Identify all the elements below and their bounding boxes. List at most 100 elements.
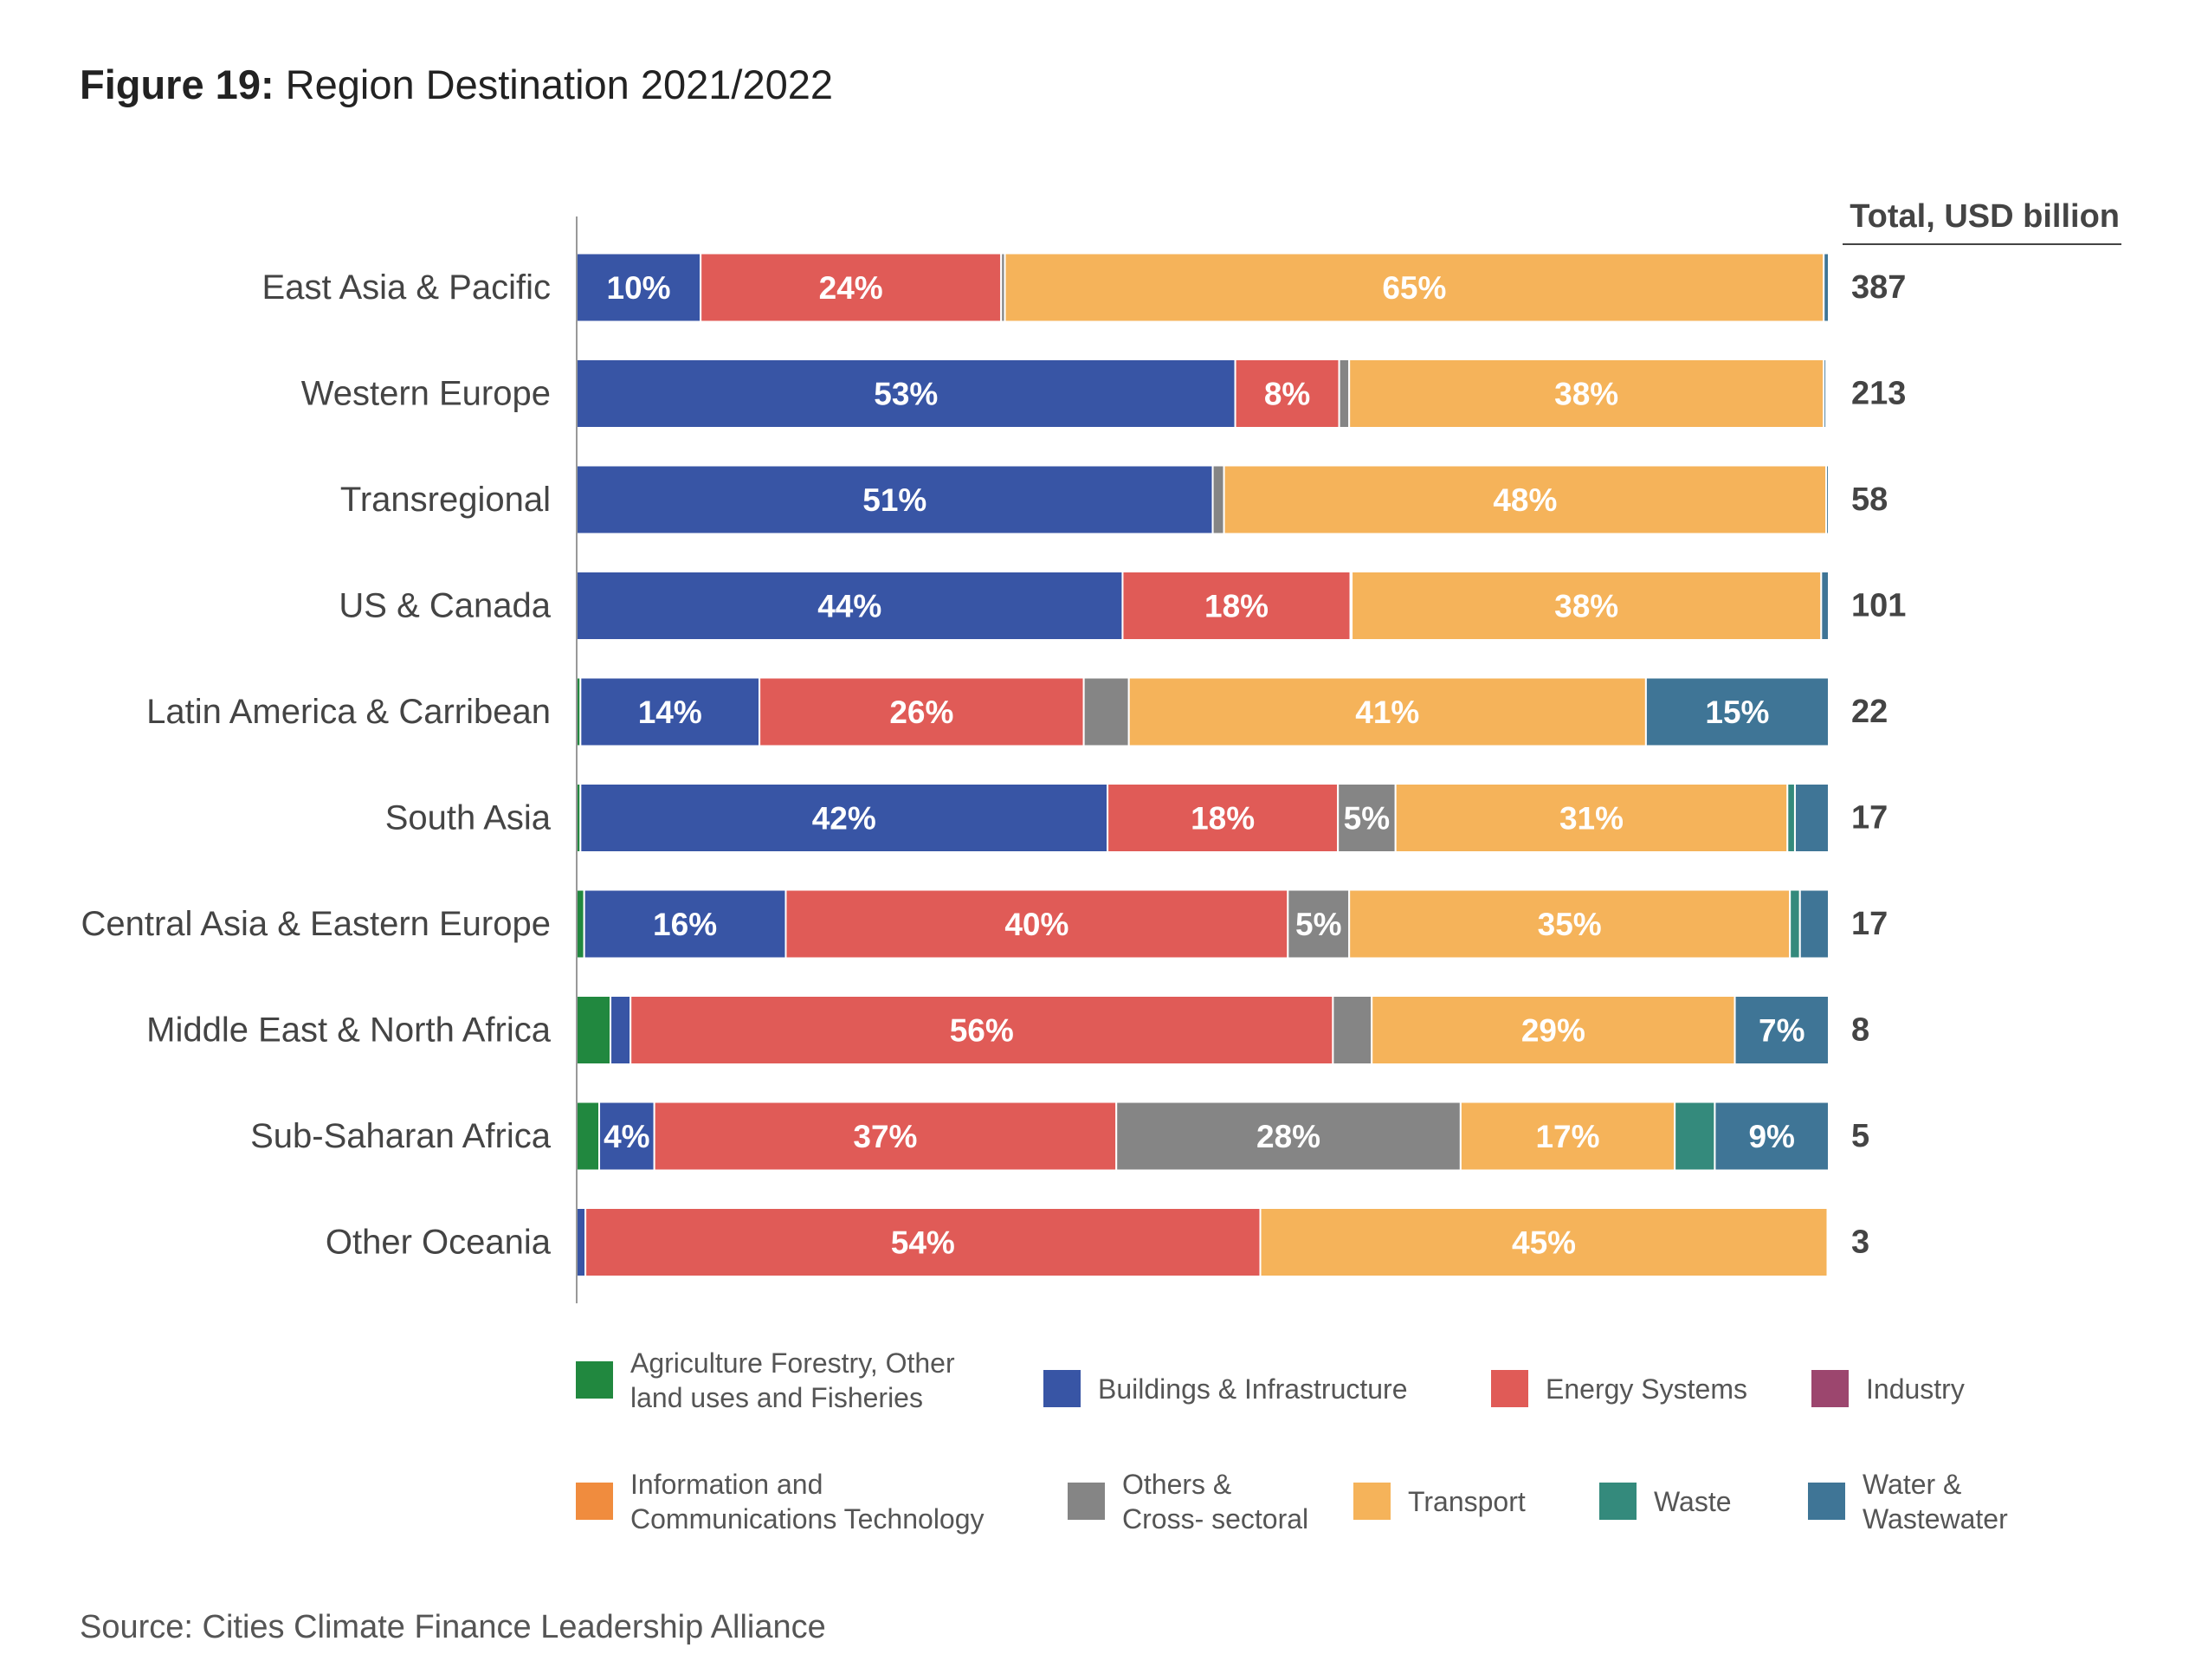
data-label-western-europe-transport: 38%: [1554, 377, 1618, 412]
legend-label-line: Agriculture Forestry, Other: [630, 1347, 955, 1379]
bar-segment-central-asia-eastern-europe-waste: [1789, 888, 1801, 960]
legend-label-line: Cross- sectoral: [1122, 1503, 1309, 1535]
data-label-middle-east-north-africa-transport: 29%: [1521, 1013, 1585, 1049]
data-label-western-europe-buildings: 53%: [874, 377, 938, 412]
category-label-central-asia-eastern-europe: Central Asia & Eastern Europe: [81, 905, 551, 943]
bar-segment-south-asia-transport: [1394, 783, 1789, 853]
legend-label-waste: Waste: [1654, 1484, 1732, 1519]
legend-swatch-agriculture: [576, 1361, 613, 1399]
data-label-east-asia-pacific-buildings: 10%: [607, 270, 671, 306]
bar-segment-transregional-others: [1211, 464, 1225, 535]
data-label-sub-saharan-africa-others: 28%: [1256, 1119, 1320, 1154]
legend-label-industry: Industry: [1866, 1372, 1965, 1406]
category-label-latin-america-carribean: Latin America & Carribean: [146, 693, 551, 731]
bar-segment-south-asia-waste: [1786, 783, 1796, 853]
bar-segment-central-asia-eastern-europe-buildings: [583, 888, 787, 960]
bar-segment-middle-east-north-africa-energy: [629, 995, 1334, 1065]
category-label-us-canada: US & Canada: [339, 587, 551, 625]
total-value-other-oceania: 3: [1851, 1224, 1869, 1261]
legend-swatch-others: [1068, 1483, 1105, 1520]
bar-segment-other-oceania-transport: [1259, 1207, 1829, 1277]
data-label-other-oceania-energy: 54%: [891, 1225, 955, 1261]
legend-label-energy: Energy Systems: [1546, 1372, 1747, 1406]
data-label-sub-saharan-africa-water: 9%: [1748, 1119, 1794, 1154]
bar-segment-transregional-transport: [1223, 464, 1828, 535]
bar-segment-middle-east-north-africa-others: [1332, 995, 1373, 1065]
legend-label-line: Others &: [1122, 1469, 1232, 1500]
legend-swatch-energy: [1491, 1370, 1528, 1407]
data-label-latin-america-carribean-buildings: 14%: [638, 695, 702, 730]
total-value-transregional: 58: [1851, 481, 1888, 518]
total-value-us-canada: 101: [1851, 588, 1906, 624]
bar-segment-latin-america-carribean-energy: [759, 676, 1085, 747]
bar-segment-central-asia-eastern-europe-agriculture: [576, 888, 585, 960]
data-label-western-europe-energy: 8%: [1264, 377, 1310, 412]
title-text: Region Destination 2021/2022: [274, 61, 834, 107]
data-label-other-oceania-transport: 45%: [1512, 1225, 1576, 1261]
legend-swatch-water: [1808, 1483, 1845, 1520]
data-label-latin-america-carribean-energy: 26%: [889, 695, 953, 730]
data-label-sub-saharan-africa-energy: 37%: [853, 1119, 917, 1154]
bar-segment-latin-america-carribean-water: [1644, 676, 1830, 747]
bar-segment-sub-saharan-africa-others: [1115, 1101, 1462, 1172]
data-label-south-asia-buildings: 42%: [812, 801, 876, 837]
data-label-middle-east-north-africa-energy: 56%: [950, 1013, 1014, 1049]
bar-segment-sub-saharan-africa-energy: [653, 1101, 1118, 1172]
bar-segment-us-canada-energy: [1121, 571, 1352, 641]
legend-label-buildings: Buildings & Infrastructure: [1098, 1372, 1408, 1406]
category-label-sub-saharan-africa: Sub-Saharan Africa: [250, 1117, 552, 1155]
data-label-south-asia-transport: 31%: [1559, 801, 1624, 837]
bar-segment-east-asia-pacific-transport: [1004, 252, 1825, 323]
total-value-middle-east-north-africa: 8: [1851, 1012, 1869, 1049]
legend-label-others: Others & Cross- sectoral: [1122, 1467, 1308, 1536]
bar-segment-sub-saharan-africa-water: [1714, 1101, 1830, 1172]
legend-label-line: Water &: [1863, 1469, 1962, 1500]
total-value-central-asia-eastern-europe: 17: [1851, 906, 1888, 942]
bar-segment-other-oceania-water: [1826, 1207, 1830, 1277]
category-label-other-oceania: Other Oceania: [326, 1224, 552, 1262]
bar-segment-middle-east-north-africa-agriculture: [576, 995, 612, 1065]
total-value-latin-america-carribean: 22: [1851, 694, 1888, 730]
bar-segment-western-europe-others: [1338, 359, 1351, 429]
bar-segment-east-asia-pacific-buildings: [576, 252, 702, 323]
data-label-middle-east-north-africa-water: 7%: [1759, 1013, 1804, 1049]
data-label-sub-saharan-africa-transport: 17%: [1535, 1119, 1599, 1154]
legend-label-line: land uses and Fisheries: [630, 1382, 923, 1413]
legend-label-water: Water & Wastewater: [1863, 1467, 2008, 1536]
legend-swatch-transport: [1353, 1483, 1391, 1520]
legend-swatch-ict: [576, 1483, 613, 1520]
category-label-middle-east-north-africa: Middle East & North Africa: [146, 1011, 552, 1050]
source-note: Source: Cities Climate Finance Leadershi…: [80, 1609, 826, 1645]
total-value-sub-saharan-africa: 5: [1851, 1118, 1869, 1154]
bar-segment-south-asia-energy: [1107, 783, 1340, 853]
category-label-transregional: Transregional: [340, 481, 551, 519]
legend-swatch-industry: [1811, 1370, 1849, 1407]
bar-segment-western-europe-energy: [1234, 359, 1340, 429]
legend-label-line: Wastewater: [1863, 1503, 2008, 1535]
bar-segment-latin-america-carribean-transport: [1127, 676, 1647, 747]
data-label-central-asia-eastern-europe-energy: 40%: [1004, 907, 1068, 942]
bar-segment-south-asia-water: [1793, 783, 1830, 853]
bar-segment-central-asia-eastern-europe-water: [1798, 888, 1830, 960]
chart-title: Figure 19: Region Destination 2021/2022: [80, 61, 833, 108]
data-label-south-asia-energy: 18%: [1191, 801, 1255, 837]
data-label-latin-america-carribean-water: 15%: [1705, 695, 1769, 730]
bar-segment-middle-east-north-africa-buildings: [610, 995, 632, 1065]
bar-segment-middle-east-north-africa-transport: [1371, 995, 1736, 1065]
total-value-east-asia-pacific: 387: [1851, 269, 1906, 306]
bar-segment-south-asia-buildings: [579, 783, 1109, 853]
bar-segment-other-oceania-buildings: [576, 1207, 587, 1277]
bar-segment-middle-east-north-africa-water: [1733, 995, 1830, 1065]
legend-label-line: Transport: [1408, 1486, 1526, 1517]
legend-swatch-buildings: [1043, 1370, 1081, 1407]
category-label-western-europe: Western Europe: [301, 375, 551, 413]
bar-segment-south-asia-others: [1337, 783, 1397, 853]
total-header: Total, USD billion: [1850, 198, 2120, 235]
bar-segment-transregional-water: [1825, 464, 1830, 535]
bar-segment-transregional-buildings: [576, 464, 1214, 535]
data-label-central-asia-eastern-europe-others: 5%: [1295, 907, 1341, 942]
figure-number: Figure 19:: [80, 61, 274, 107]
bar-segment-western-europe-water: [1823, 359, 1828, 429]
bar-segment-sub-saharan-africa-buildings: [598, 1101, 655, 1172]
category-label-south-asia: South Asia: [385, 799, 552, 837]
